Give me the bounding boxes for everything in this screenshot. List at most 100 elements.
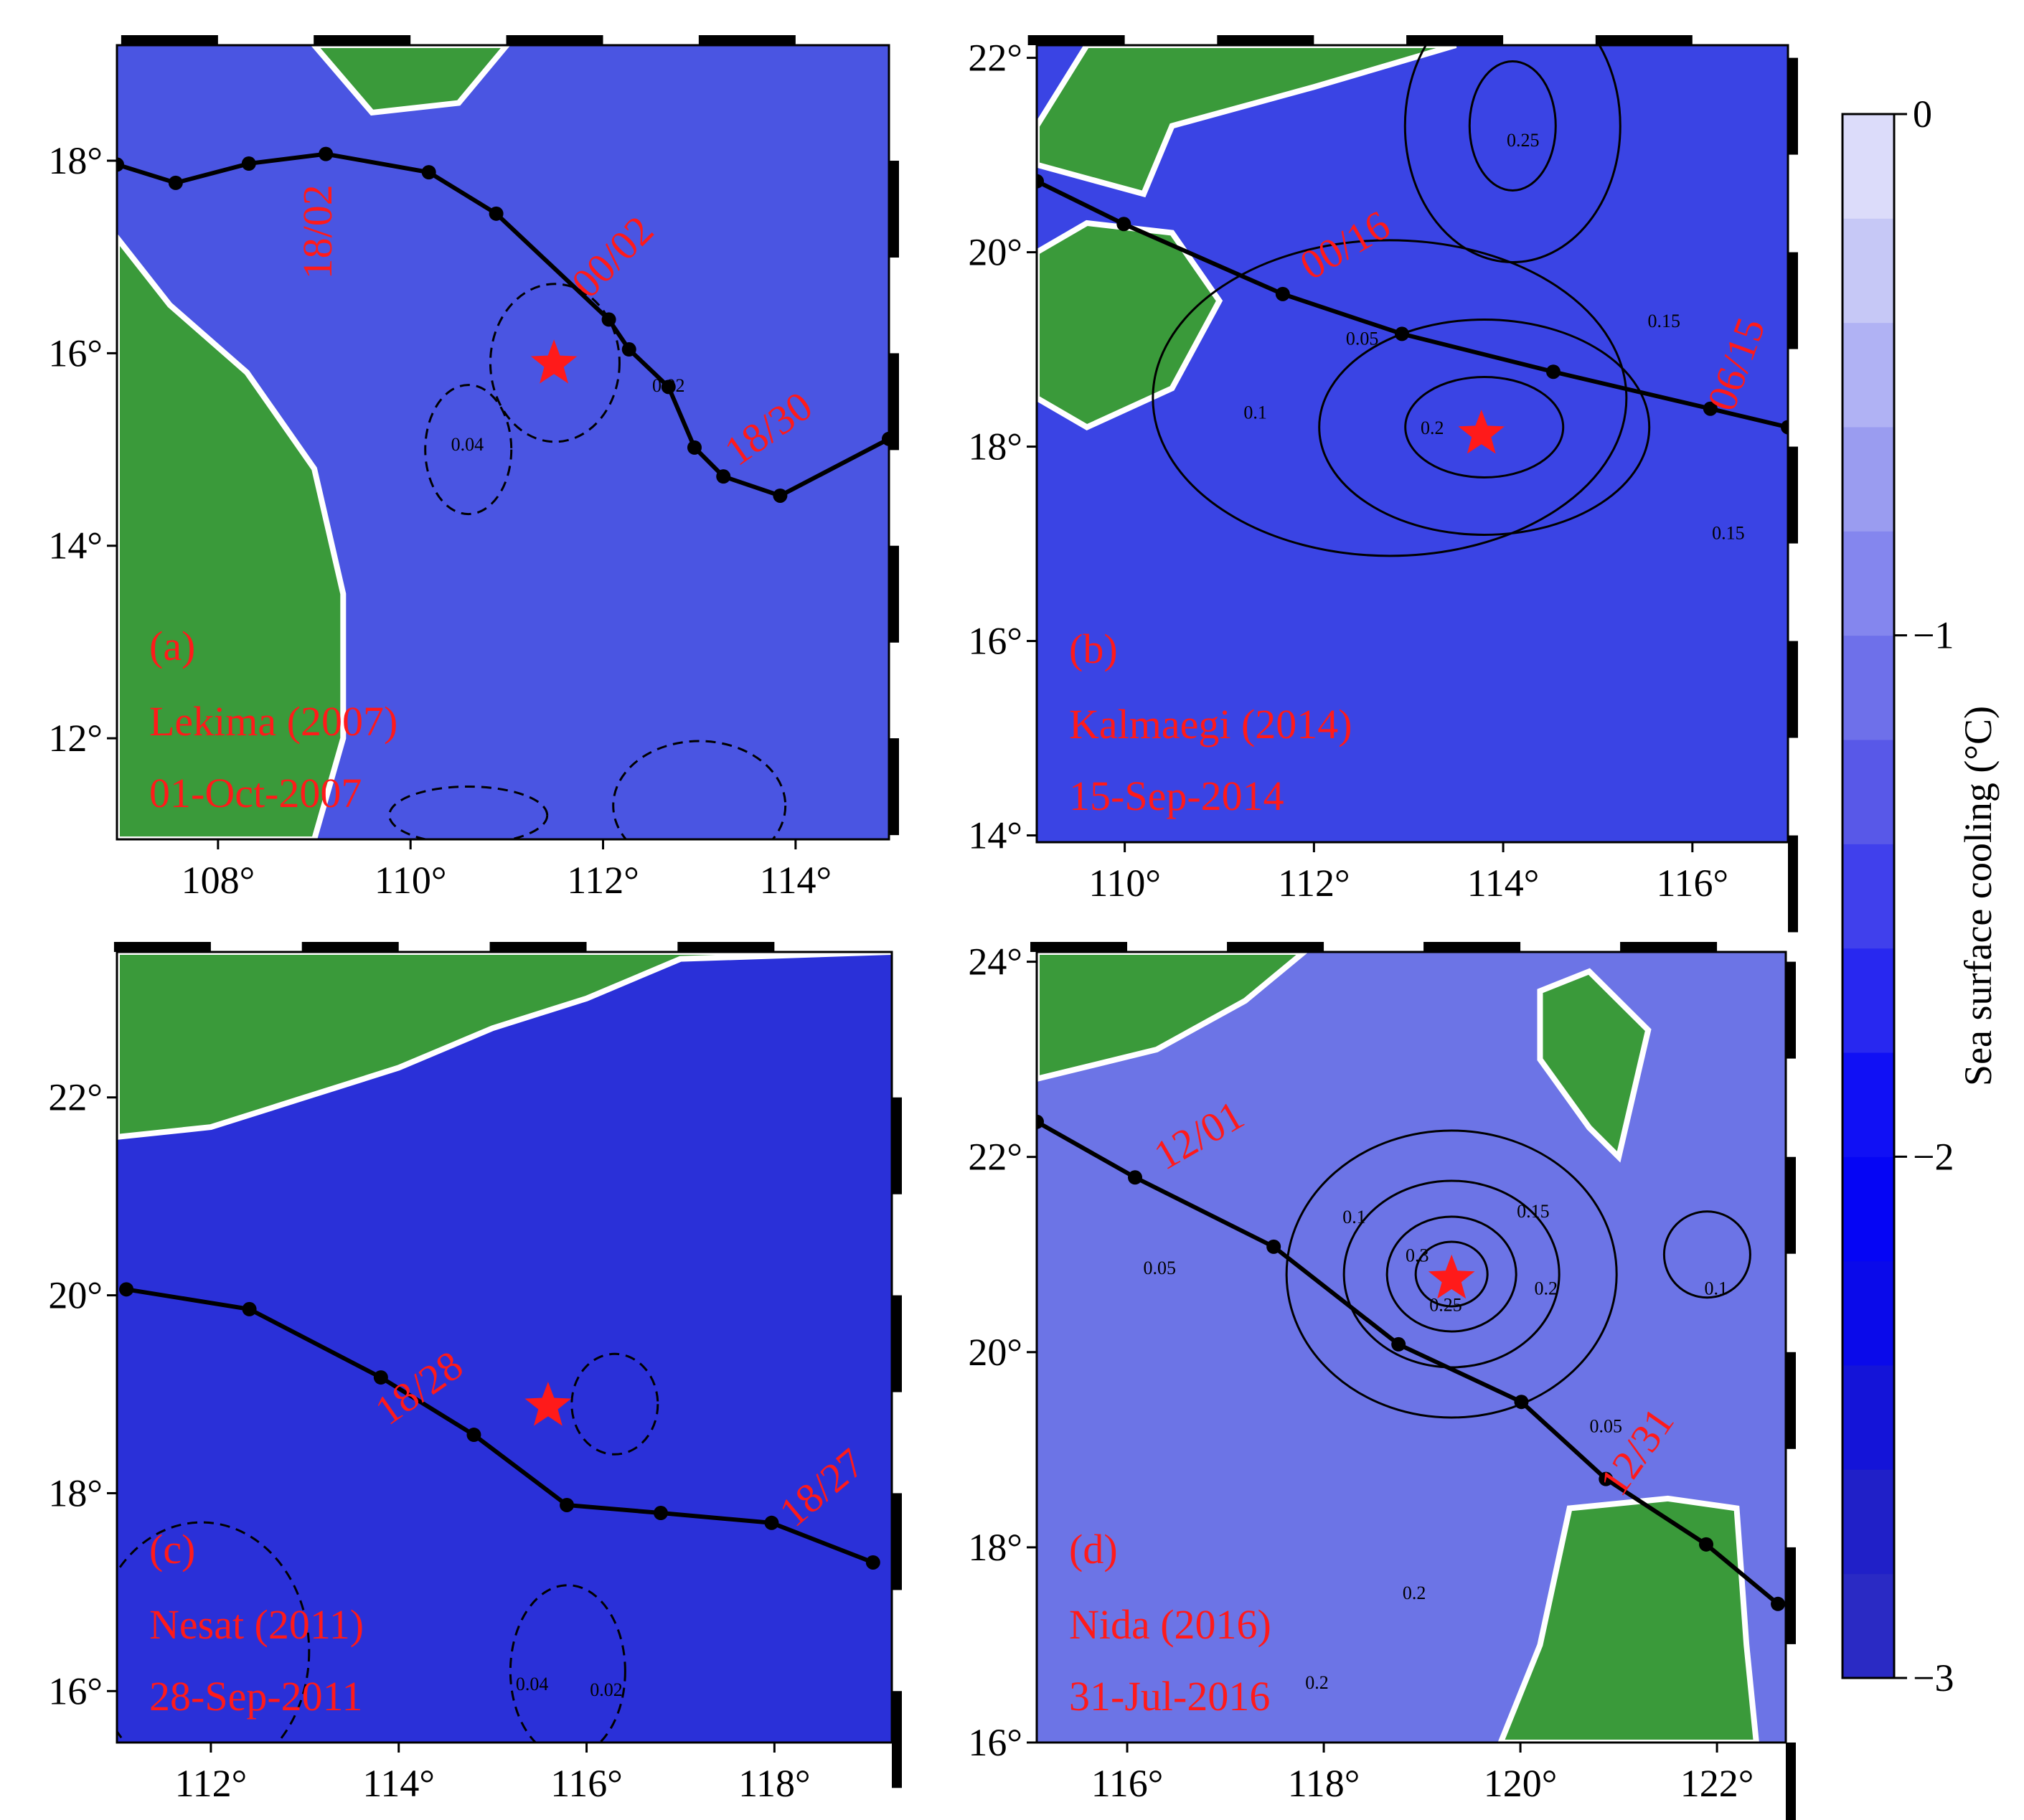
colorbar-step — [1842, 1156, 1894, 1262]
panel-label: (d) — [1069, 1526, 1118, 1573]
y-tick-label: 16° — [968, 1721, 1022, 1764]
track-point — [601, 312, 616, 327]
colorbar-tick-label: −1 — [1913, 614, 1954, 657]
contour-label: 0.25 — [1429, 1295, 1462, 1316]
track-point — [1699, 1537, 1714, 1552]
frame-bar — [1786, 961, 1796, 1059]
contour-label: 0.2 — [1305, 1672, 1329, 1693]
contour-label: 0.15 — [1648, 311, 1681, 331]
frame-bar — [1786, 1352, 1796, 1449]
track-point — [1266, 1239, 1281, 1254]
x-tick-label: 112° — [1278, 862, 1350, 905]
colorbar-label: Sea surface cooling (°C) — [1957, 706, 2000, 1086]
track-point — [168, 175, 183, 190]
track-point — [560, 1497, 575, 1512]
frame-bar — [889, 738, 899, 836]
x-tick-label: 120° — [1484, 1762, 1558, 1805]
land — [1037, 220, 1223, 430]
y-tick-label: 18° — [48, 1471, 103, 1514]
date: 31-Jul-2016 — [1069, 1673, 1270, 1720]
x-tick-label: 118° — [738, 1762, 811, 1805]
map-panel: 0.050.1 0.150.20.30.250.10.050.20.212/011… — [1037, 952, 1786, 1743]
contour-label: 0.04 — [516, 1674, 549, 1694]
frame-bar — [1786, 1156, 1796, 1254]
track-point — [119, 1282, 134, 1297]
contour-label: 0.05 — [1144, 1258, 1177, 1278]
colorbar-step — [1842, 635, 1894, 740]
x-tick-label: 116° — [1091, 1762, 1164, 1805]
panel-label: (c) — [149, 1526, 195, 1573]
frame-bar — [1788, 57, 1798, 155]
contour-label: 0.2 — [1534, 1278, 1558, 1299]
y-tick-label: 20° — [48, 1274, 103, 1317]
track-point — [1275, 286, 1290, 301]
land — [117, 232, 347, 839]
contour — [1152, 239, 1628, 557]
colorbar-step — [1842, 740, 1894, 844]
contour — [570, 1352, 659, 1456]
track-point — [1781, 420, 1788, 435]
y-tick-label: 22° — [48, 1076, 103, 1119]
frame-bar — [889, 161, 899, 258]
y-tick-label: 22° — [968, 37, 1022, 80]
colorbar-step — [1842, 1365, 1894, 1470]
frame-bar — [506, 35, 603, 45]
frame-bar — [892, 1691, 902, 1788]
track-point — [1545, 364, 1561, 379]
contour — [1285, 1129, 1618, 1419]
contour — [1385, 1215, 1517, 1333]
land — [1497, 1495, 1759, 1743]
colorbar-step — [1842, 322, 1894, 428]
track-point — [716, 469, 731, 484]
y-tick-label: 18° — [968, 425, 1022, 468]
y-tick-label: 20° — [968, 231, 1022, 274]
frame-bar — [1217, 35, 1314, 45]
y-tick-label: 12° — [48, 717, 103, 760]
contour-label: 0.3 — [1406, 1245, 1429, 1265]
date: 15-Sep-2014 — [1069, 773, 1284, 819]
contour — [612, 740, 787, 839]
x-tick-label: 114° — [760, 859, 832, 902]
frame-bar — [489, 942, 587, 952]
colorbar-tick-label: −3 — [1913, 1656, 1954, 1699]
track-point — [882, 431, 889, 446]
frame-bar — [1406, 35, 1504, 45]
storm-location — [524, 1382, 572, 1426]
contour — [1404, 375, 1565, 478]
contour — [1662, 1210, 1751, 1299]
track-point — [242, 1301, 257, 1316]
land — [1037, 952, 1309, 1082]
colorbar-step — [1842, 531, 1894, 636]
frame-bar — [301, 942, 399, 952]
colorbar-frame — [1841, 113, 1896, 1679]
contour-label: 0.1 — [1243, 402, 1267, 423]
frame-bar — [1786, 1547, 1796, 1644]
colorbar-step — [1842, 844, 1894, 949]
track-point — [1116, 217, 1131, 232]
track-point — [1128, 1170, 1143, 1185]
track-point — [764, 1515, 779, 1530]
frame-bar — [892, 1295, 902, 1392]
track-point — [773, 488, 788, 503]
track-point — [621, 342, 636, 357]
y-tick-label: 16° — [48, 1669, 103, 1712]
storm-location — [530, 339, 578, 384]
date: 28-Sep-2011 — [149, 1673, 362, 1720]
colorbar-step — [1842, 1573, 1894, 1679]
colorbar-step — [1842, 114, 1894, 219]
frame-bar — [889, 545, 899, 643]
frame-bar — [1620, 942, 1718, 952]
y-tick-label: 14° — [48, 524, 103, 567]
date: 01-Oct-2007 — [149, 770, 362, 816]
x-tick-label: 114° — [1467, 862, 1540, 905]
colorbar-step — [1842, 948, 1894, 1053]
land — [1037, 45, 1457, 198]
track — [1037, 1120, 1779, 1606]
colorbar-step — [1842, 427, 1894, 532]
storm-name: Nida (2016) — [1069, 1601, 1271, 1648]
track-point — [1703, 401, 1718, 416]
contour-label: 0.1 — [1704, 1278, 1728, 1299]
colorbar-step — [1842, 1469, 1894, 1575]
